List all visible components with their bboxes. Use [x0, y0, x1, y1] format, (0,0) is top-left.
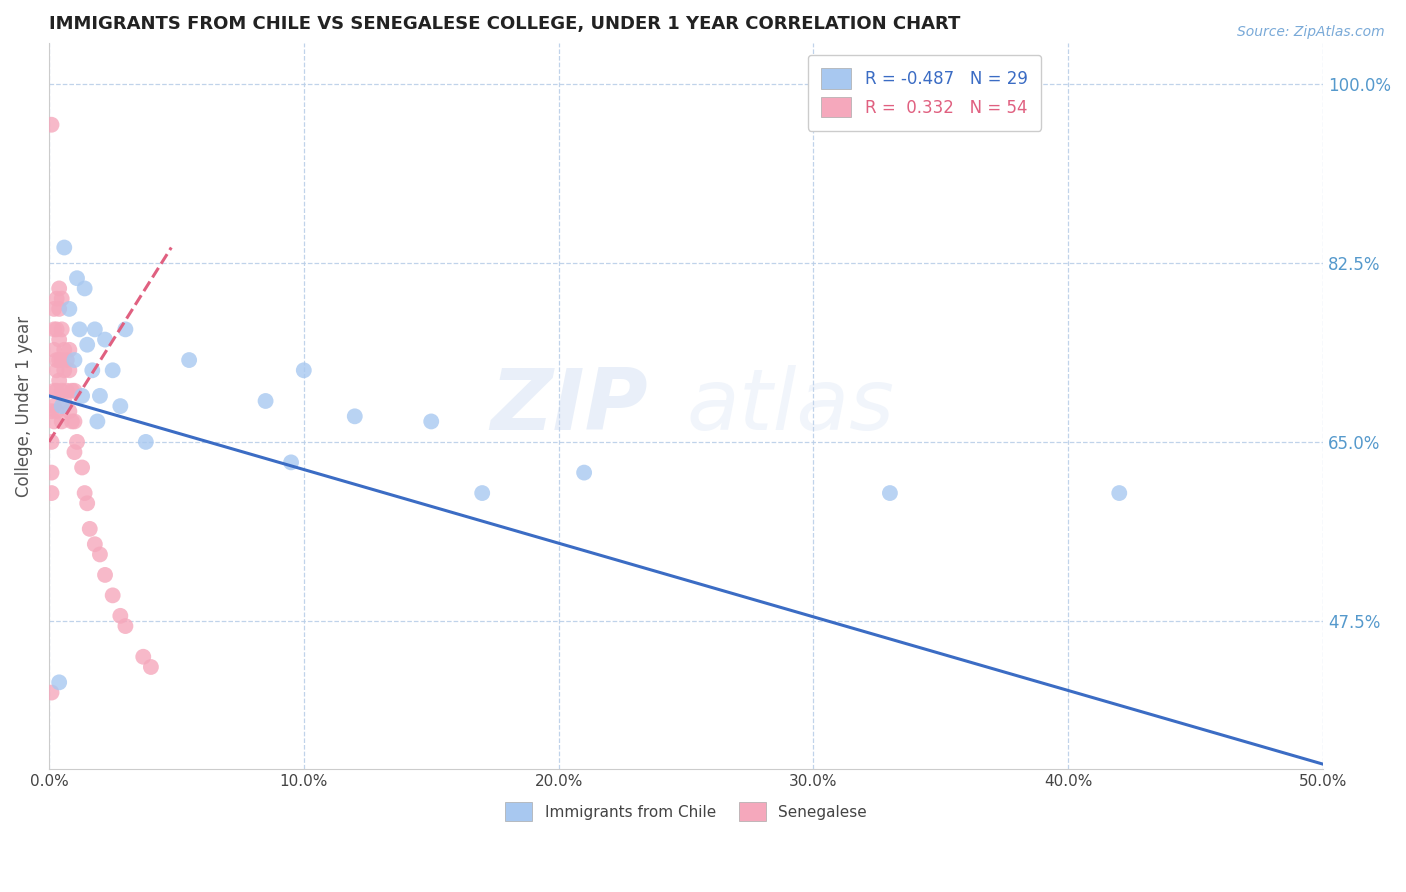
Point — [73, 281, 96, 295]
Point — [58, 404, 80, 418]
Point — [94, 568, 117, 582]
Point — [101, 363, 124, 377]
Point — [51, 414, 73, 428]
Point — [292, 363, 315, 377]
Point — [280, 455, 302, 469]
Y-axis label: College, Under 1 year: College, Under 1 year — [15, 316, 32, 497]
Point — [132, 649, 155, 664]
Point — [179, 353, 201, 368]
Point — [45, 322, 67, 336]
Point — [53, 363, 76, 377]
Point — [42, 301, 65, 316]
Text: IMMIGRANTS FROM CHILE VS SENEGALESE COLLEGE, UNDER 1 YEAR CORRELATION CHART: IMMIGRANTS FROM CHILE VS SENEGALESE COLL… — [49, 15, 960, 33]
Point — [48, 333, 70, 347]
Point — [60, 384, 83, 398]
Text: ZIP: ZIP — [491, 365, 648, 448]
Point — [48, 281, 70, 295]
Point — [254, 394, 277, 409]
Point — [114, 322, 136, 336]
Point — [41, 685, 63, 699]
Point — [135, 434, 157, 449]
Point — [58, 343, 80, 357]
Point — [48, 675, 70, 690]
Point — [63, 445, 86, 459]
Point — [60, 414, 83, 428]
Point — [41, 404, 63, 418]
Point — [51, 292, 73, 306]
Point — [70, 389, 93, 403]
Text: Source: ZipAtlas.com: Source: ZipAtlas.com — [1237, 25, 1385, 39]
Point — [83, 537, 105, 551]
Point — [572, 466, 595, 480]
Point — [56, 384, 79, 398]
Point — [48, 353, 70, 368]
Point — [56, 353, 79, 368]
Point — [879, 486, 901, 500]
Point — [51, 322, 73, 336]
Point — [41, 434, 63, 449]
Point — [420, 414, 443, 428]
Point — [471, 486, 494, 500]
Point — [70, 460, 93, 475]
Point — [45, 363, 67, 377]
Point — [79, 522, 101, 536]
Point — [82, 363, 104, 377]
Point — [110, 399, 132, 413]
Point — [45, 384, 67, 398]
Point — [42, 322, 65, 336]
Point — [63, 384, 86, 398]
Point — [94, 333, 117, 347]
Point — [114, 619, 136, 633]
Point — [51, 399, 73, 413]
Legend: Immigrants from Chile, Senegalese: Immigrants from Chile, Senegalese — [499, 797, 873, 827]
Point — [48, 374, 70, 388]
Point — [53, 240, 76, 254]
Point — [1108, 486, 1130, 500]
Point — [53, 394, 76, 409]
Point — [51, 353, 73, 368]
Point — [42, 414, 65, 428]
Point — [73, 486, 96, 500]
Point — [42, 343, 65, 357]
Point — [45, 292, 67, 306]
Point — [139, 660, 162, 674]
Point — [110, 608, 132, 623]
Point — [89, 389, 111, 403]
Point — [63, 414, 86, 428]
Point — [69, 322, 91, 336]
Point — [41, 118, 63, 132]
Text: atlas: atlas — [686, 365, 894, 448]
Point — [86, 414, 108, 428]
Point — [45, 404, 67, 418]
Point — [63, 353, 86, 368]
Point — [45, 353, 67, 368]
Point — [42, 384, 65, 398]
Point — [58, 363, 80, 377]
Point — [53, 343, 76, 357]
Point — [66, 271, 89, 285]
Point — [101, 588, 124, 602]
Point — [58, 301, 80, 316]
Point — [66, 434, 89, 449]
Point — [42, 399, 65, 413]
Point — [41, 466, 63, 480]
Point — [51, 384, 73, 398]
Point — [48, 301, 70, 316]
Point — [83, 322, 105, 336]
Point — [41, 486, 63, 500]
Point — [76, 337, 98, 351]
Point — [89, 548, 111, 562]
Point — [76, 496, 98, 510]
Point — [343, 409, 366, 424]
